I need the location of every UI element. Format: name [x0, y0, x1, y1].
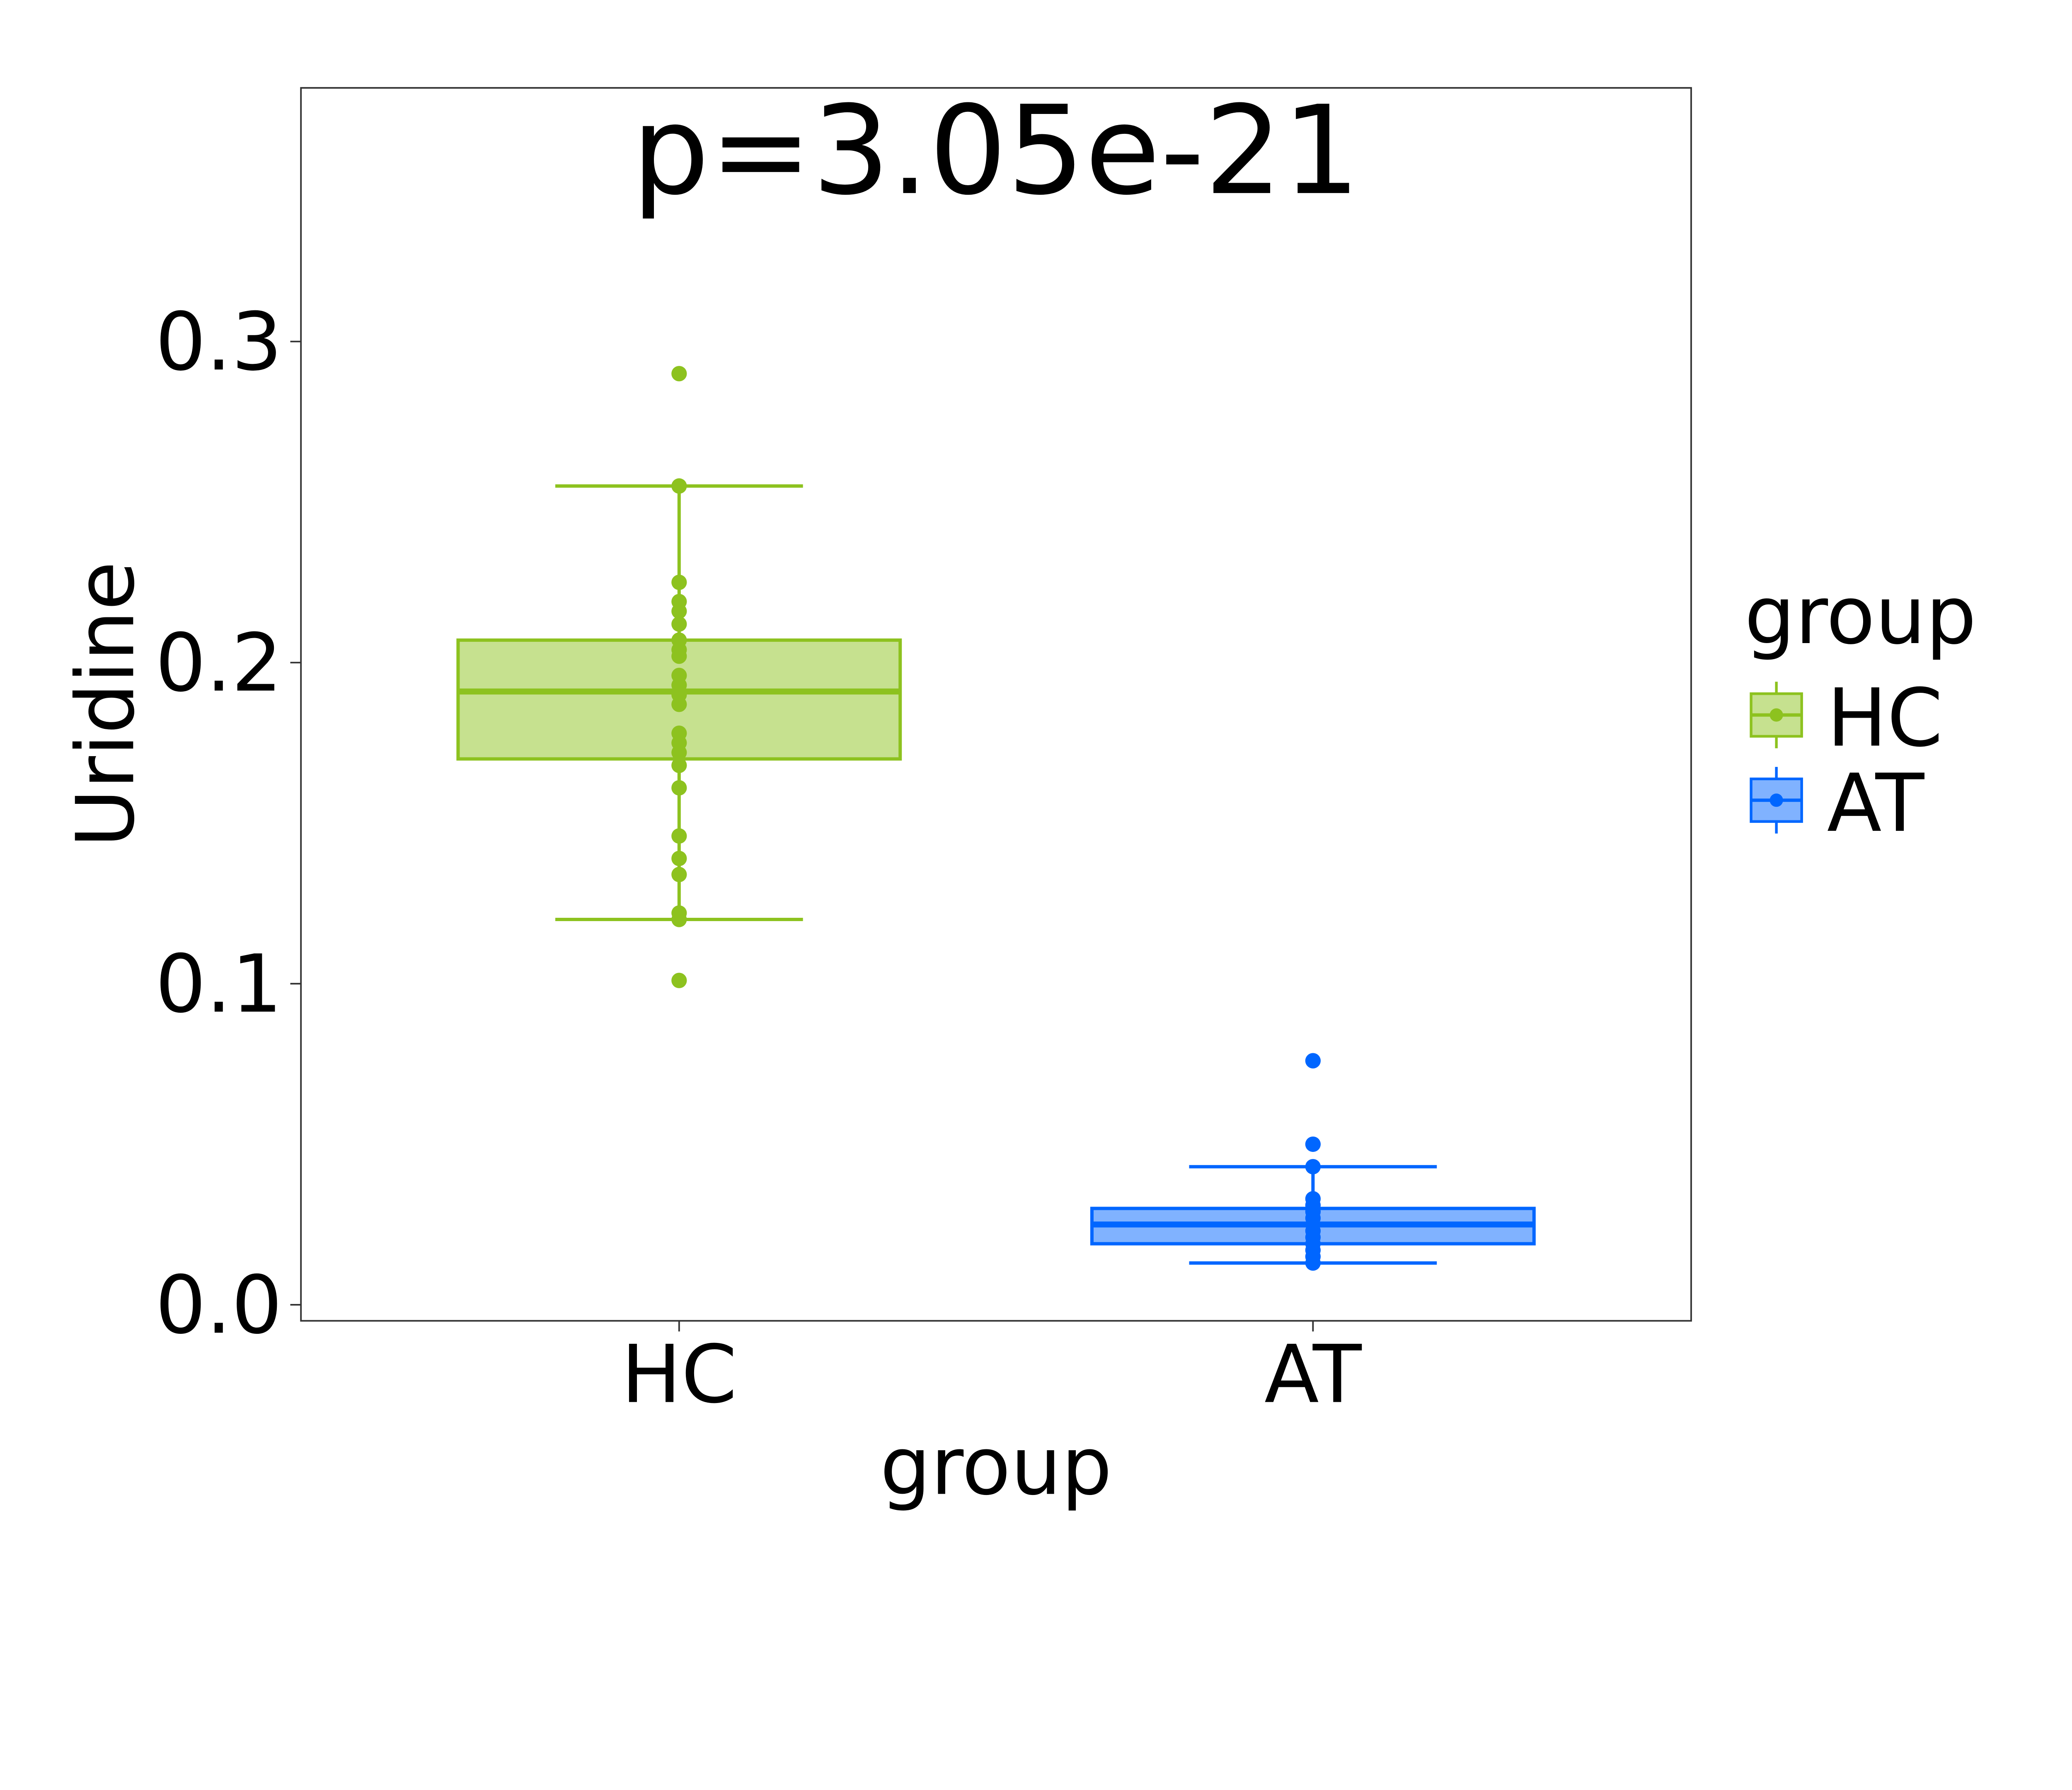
data-point-hc [671, 828, 687, 844]
data-point-hc [671, 603, 687, 619]
data-point-hc [671, 851, 687, 866]
legend-key-hc [1750, 682, 1803, 748]
legend-label-at: AT [1827, 757, 1925, 850]
y-tick-label: 0.1 [155, 938, 283, 1031]
data-point-hc [671, 780, 687, 796]
data-point-hc [671, 866, 687, 883]
data-point-hc [671, 757, 687, 773]
data-point-hc [671, 366, 687, 382]
data-point-hc [671, 574, 687, 590]
legend-title: group [1745, 569, 1977, 662]
data-point-hc [671, 697, 687, 712]
boxplot-chart: p=3.05e-21 group Uridine HC AT 0.0 0.1 0.2… [59, 80, 1977, 1513]
x-tick-label-hc: HC [621, 1328, 737, 1421]
legend-label-hc: HC [1827, 672, 1943, 764]
data-point-hc [671, 912, 687, 927]
y-tick-label: 0.0 [155, 1259, 283, 1352]
chart-title: p=3.05e-21 [632, 80, 1360, 222]
y-axis-label: Uridine [59, 561, 152, 848]
data-point-at [1305, 1053, 1321, 1069]
y-tick-label: 0.2 [155, 617, 283, 710]
y-tick-label: 0.3 [155, 296, 283, 389]
data-point-hc [671, 648, 687, 664]
data-point-hc [671, 478, 687, 494]
data-point-hc [671, 972, 687, 988]
legend-key-at [1750, 767, 1803, 834]
x-tick-label-at: AT [1264, 1328, 1362, 1421]
data-point-at [1305, 1136, 1321, 1152]
data-point-hc [671, 745, 687, 760]
data-point-hc [671, 616, 687, 632]
legend: group HC AT [1745, 569, 1977, 850]
data-point-at [1305, 1255, 1321, 1271]
data-point-at [1305, 1159, 1321, 1175]
x-axis-label: group [880, 1420, 1112, 1513]
